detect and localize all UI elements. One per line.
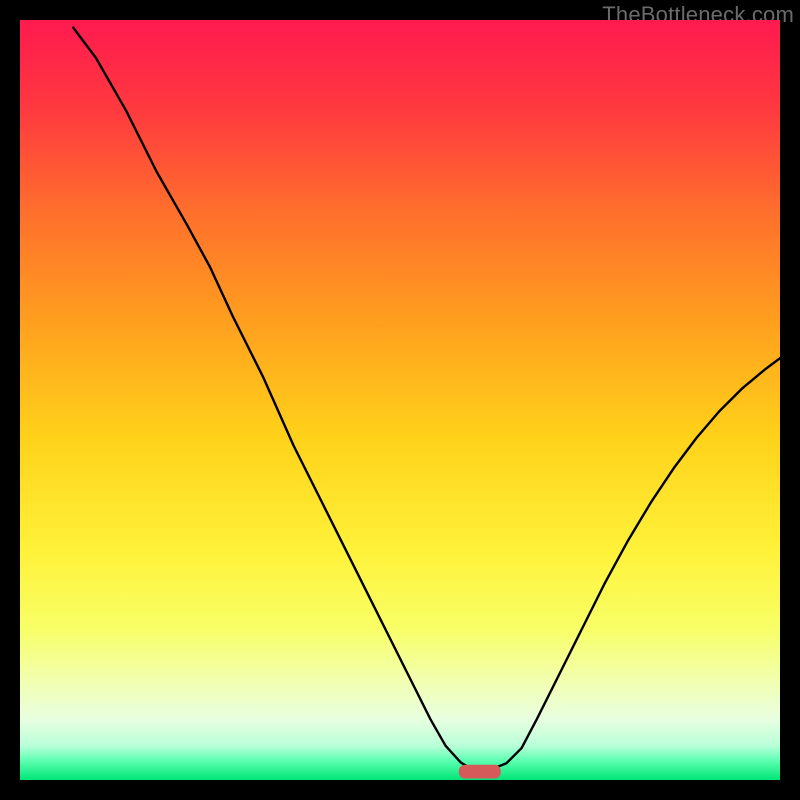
gradient-background [20,20,780,780]
chart-svg [20,20,780,780]
plot-area [20,20,780,780]
optimal-marker [459,765,501,779]
chart-frame: TheBottleneck.com [0,0,800,800]
